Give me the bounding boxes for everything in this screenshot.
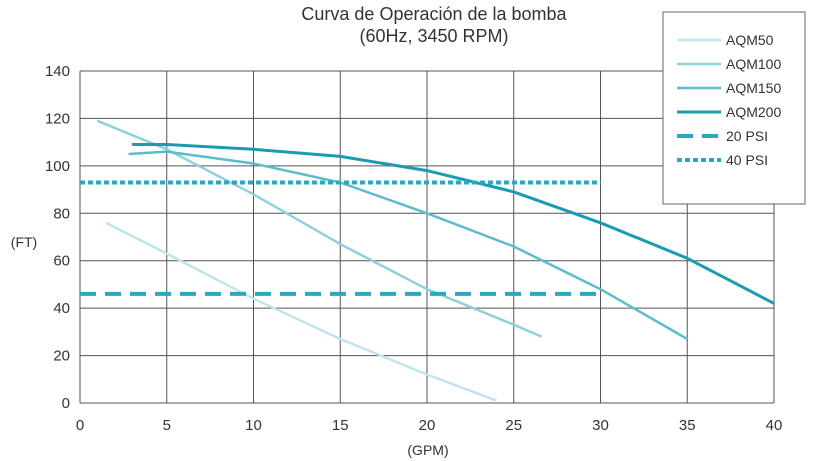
x-tick-label: 0 — [76, 417, 84, 434]
legend-label-40-psi: 40 PSI — [726, 152, 768, 168]
x-tick-label: 20 — [419, 417, 436, 434]
legend-box — [662, 11, 806, 205]
y-tick-label: 60 — [53, 253, 70, 270]
y-tick-label: 120 — [45, 110, 70, 127]
legend-label-aqm100: AQM100 — [726, 56, 781, 72]
y-tick-label: 0 — [62, 395, 70, 412]
legend-label-aqm50: AQM50 — [726, 32, 774, 48]
series-line-aqm100 — [96, 119, 542, 338]
x-tick-label: 15 — [332, 417, 349, 434]
x-tick-label: 25 — [505, 417, 522, 434]
series-line-aqm50 — [105, 221, 497, 402]
y-tick-label: 20 — [53, 348, 70, 365]
chart-subtitle: (60Hz, 3450 RPM) — [359, 26, 508, 46]
y-tick-label: 140 — [45, 63, 70, 80]
legend-label-20-psi: 20 PSI — [726, 128, 768, 144]
y-axis-label: (FT) — [11, 234, 37, 250]
y-tick-label: 80 — [53, 205, 70, 222]
x-tick-label: 5 — [163, 417, 171, 434]
x-tick-label: 40 — [766, 417, 783, 434]
series-line-aqm200 — [132, 143, 775, 305]
series-line-aqm150 — [128, 150, 688, 341]
x-axis-label: (GPM) — [407, 442, 448, 458]
x-tick-label: 35 — [679, 417, 696, 434]
y-tick-label: 40 — [53, 300, 70, 317]
legend-label-aqm200: AQM200 — [726, 104, 781, 120]
series-group — [80, 119, 775, 402]
chart-title: Curva de Operación de la bomba — [301, 4, 567, 24]
x-tick-label: 10 — [245, 417, 262, 434]
x-tick-label: 30 — [592, 417, 609, 434]
tick-labels: 0 5 10 15 20 25 30 35 40 0 20 40 60 80 100 120 140 — [45, 63, 782, 434]
legend: AQM50 AQM100 AQM150 AQM200 20 PSI 40 PSI — [662, 11, 806, 205]
legend-label-aqm150: AQM150 — [726, 80, 781, 96]
y-tick-label: 100 — [45, 158, 70, 175]
